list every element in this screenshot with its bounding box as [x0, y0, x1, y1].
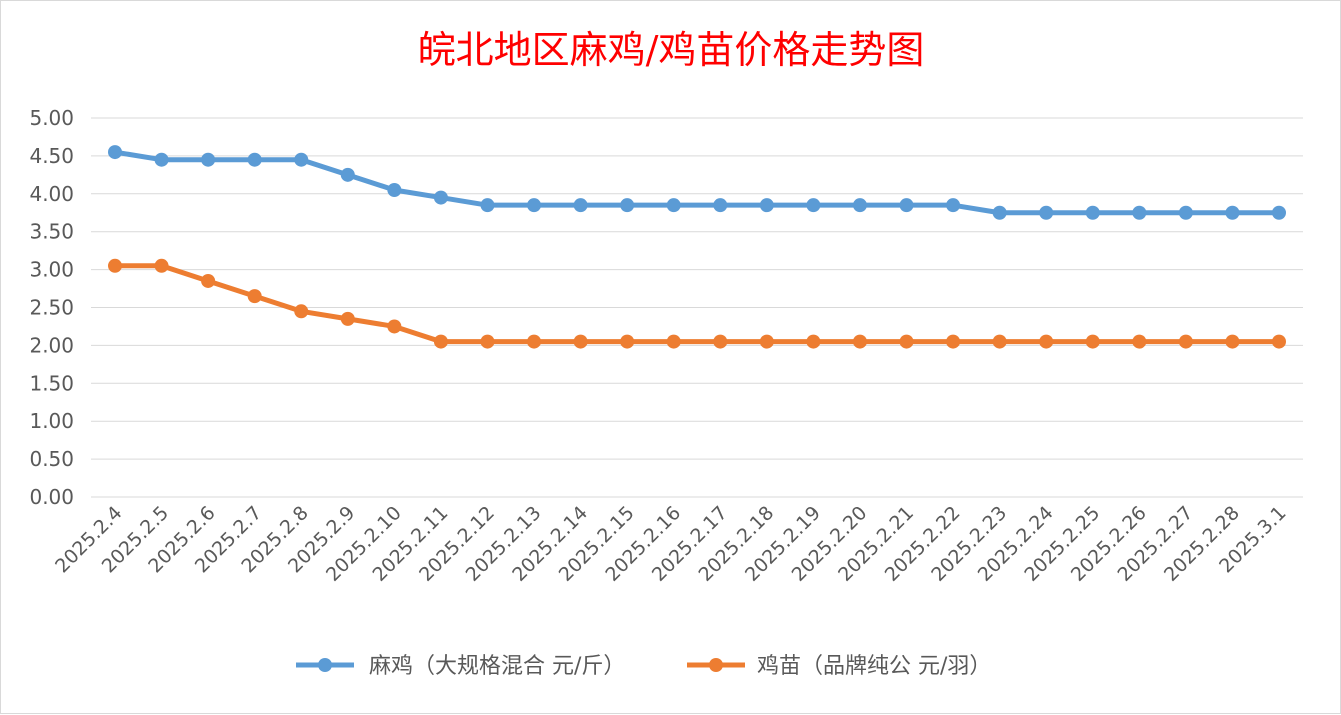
data-point — [1178, 334, 1193, 349]
data-point — [340, 311, 355, 326]
data-point — [201, 273, 216, 288]
data-point — [527, 198, 542, 213]
data-point — [806, 334, 821, 349]
y-tick-label: 2.00 — [29, 333, 74, 357]
y-tick-label: 1.00 — [29, 409, 74, 433]
data-point — [666, 198, 681, 213]
data-point — [433, 190, 448, 205]
data-point — [713, 334, 728, 349]
data-point — [340, 167, 355, 182]
x-axis-ticks: 2025.2.42025.2.52025.2.62025.2.72025.2.8… — [51, 502, 1290, 586]
chart-title: 皖北地区麻鸡/鸡苗价格走势图 — [418, 28, 925, 72]
legend-swatch-marker — [709, 658, 723, 672]
data-point — [247, 289, 262, 304]
data-point — [1178, 205, 1193, 220]
legend-swatch-marker — [318, 658, 332, 672]
legend-item: 鸡苗（品牌纯公 元/羽） — [687, 654, 991, 679]
y-tick-label: 2.50 — [29, 296, 74, 320]
y-tick-label: 0.50 — [29, 447, 74, 471]
data-point — [1272, 205, 1286, 220]
data-point — [992, 205, 1007, 220]
data-series — [108, 258, 1286, 349]
data-point — [992, 334, 1007, 349]
data-point — [294, 304, 309, 319]
data-point — [527, 334, 542, 349]
legend-label: 麻鸡（大规格混合 元/斤） — [369, 654, 625, 679]
y-axis-ticks: 0.00 0.50 1.00 1.50 2.00 2.50 3.00 3.50 4.00 4.50… — [29, 106, 74, 509]
data-point — [852, 334, 867, 349]
series-lines — [108, 145, 1286, 349]
legend-item: 麻鸡（大规格混合 元/斤） — [296, 654, 625, 679]
data-point — [899, 198, 914, 213]
data-point — [1085, 334, 1100, 349]
data-point — [1132, 334, 1147, 349]
data-point — [108, 145, 122, 160]
series-line — [114, 149, 1279, 216]
y-tick-label: 5.00 — [29, 106, 74, 130]
data-point — [201, 152, 216, 167]
data-point — [759, 334, 774, 349]
y-tick-label: 4.50 — [29, 144, 74, 168]
data-point — [899, 334, 914, 349]
y-tick-label: 3.50 — [29, 220, 74, 244]
data-point — [387, 319, 402, 334]
data-point — [433, 334, 448, 349]
data-point — [1225, 334, 1240, 349]
y-tick-label: 3.00 — [29, 258, 74, 282]
series-line — [115, 263, 1279, 345]
legend-label: 鸡苗（品牌纯公 元/羽） — [757, 654, 991, 679]
data-point — [294, 152, 309, 167]
data-point — [946, 198, 961, 213]
data-point — [480, 334, 495, 349]
data-point — [154, 258, 169, 273]
data-series — [108, 145, 1286, 220]
data-point — [1132, 205, 1147, 220]
y-tick-label: 4.00 — [29, 182, 74, 206]
data-point — [247, 152, 262, 167]
legend: 麻鸡（大规格混合 元/斤） 鸡苗（品牌纯公 元/羽） — [296, 654, 991, 679]
data-point — [759, 198, 774, 213]
data-point — [480, 198, 495, 213]
data-point — [108, 258, 122, 273]
data-point — [852, 198, 867, 213]
y-tick-label: 1.50 — [29, 371, 74, 395]
data-point — [1225, 205, 1240, 220]
data-point — [1085, 205, 1100, 220]
data-point — [620, 334, 635, 349]
data-point — [806, 198, 821, 213]
data-point — [573, 334, 588, 349]
gridlines — [91, 117, 1303, 498]
data-point — [620, 198, 635, 213]
data-point — [154, 152, 169, 167]
data-point — [1039, 334, 1054, 349]
y-tick-label: 0.00 — [29, 485, 74, 509]
data-point — [1039, 205, 1054, 220]
data-point — [387, 183, 402, 198]
data-point — [573, 198, 588, 213]
data-point — [1272, 334, 1286, 349]
data-point — [666, 334, 681, 349]
data-point — [946, 334, 961, 349]
data-point — [713, 198, 728, 213]
